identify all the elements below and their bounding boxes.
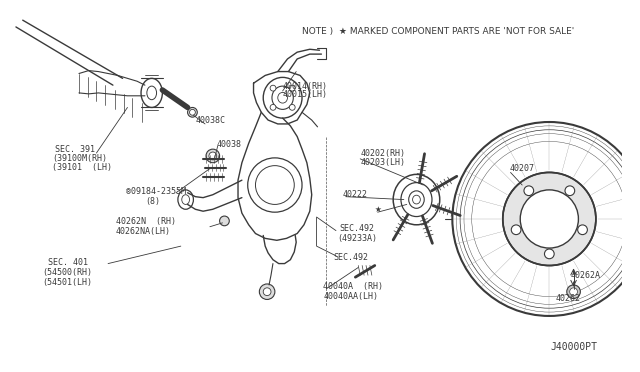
Text: 40262N  (RH): 40262N (RH) — [116, 217, 176, 227]
Text: J40000PT: J40000PT — [550, 342, 597, 352]
Circle shape — [270, 105, 276, 110]
Text: (39100M(RH): (39100M(RH) — [52, 154, 107, 163]
Circle shape — [270, 85, 276, 91]
Circle shape — [188, 108, 197, 117]
Text: 40202(RH): 40202(RH) — [360, 148, 405, 157]
Circle shape — [209, 152, 217, 160]
Text: ★: ★ — [375, 204, 381, 214]
Circle shape — [503, 173, 596, 266]
Circle shape — [520, 190, 579, 248]
Circle shape — [220, 216, 229, 226]
Circle shape — [189, 109, 195, 115]
Circle shape — [545, 249, 554, 259]
Text: 40207: 40207 — [509, 164, 534, 173]
Circle shape — [289, 105, 295, 110]
Text: 40203(LH): 40203(LH) — [360, 158, 405, 167]
Text: (49233A): (49233A) — [337, 234, 377, 243]
Circle shape — [263, 288, 271, 296]
Text: 40038C: 40038C — [195, 116, 225, 125]
Text: NOTE )  ★ MARKED COMPONENT PARTS ARE 'NOT FOR SALE': NOTE ) ★ MARKED COMPONENT PARTS ARE 'NOT… — [302, 27, 574, 36]
Text: SEC.492: SEC.492 — [339, 224, 374, 233]
Circle shape — [565, 186, 575, 196]
Circle shape — [570, 288, 577, 296]
Text: (8): (8) — [145, 197, 160, 206]
Text: SEC. 391: SEC. 391 — [55, 145, 95, 154]
Text: 40038: 40038 — [217, 140, 242, 149]
Text: 40262NA(LH): 40262NA(LH) — [116, 227, 171, 236]
Text: ®09184-2355M: ®09184-2355M — [125, 187, 186, 196]
Text: (39101  (LH): (39101 (LH) — [52, 163, 112, 172]
Text: 40222: 40222 — [343, 190, 368, 199]
Circle shape — [578, 225, 588, 235]
Text: 40262: 40262 — [555, 294, 580, 303]
Circle shape — [206, 149, 220, 163]
Text: (54500(RH): (54500(RH) — [42, 268, 92, 277]
Circle shape — [511, 225, 521, 235]
Circle shape — [289, 85, 295, 91]
Circle shape — [567, 285, 580, 298]
Text: 40014(RH): 40014(RH) — [283, 81, 328, 91]
Text: 40040A  (RH): 40040A (RH) — [323, 282, 383, 291]
Text: 40040AA(LH): 40040AA(LH) — [323, 292, 378, 301]
Text: (54501(LH): (54501(LH) — [42, 278, 92, 286]
Text: SEC. 401: SEC. 401 — [48, 258, 88, 267]
Text: 40262A: 40262A — [571, 271, 601, 280]
Circle shape — [259, 284, 275, 299]
Text: 40015(LH): 40015(LH) — [283, 90, 328, 99]
Circle shape — [524, 186, 534, 196]
Text: SEC.492: SEC.492 — [333, 253, 368, 262]
